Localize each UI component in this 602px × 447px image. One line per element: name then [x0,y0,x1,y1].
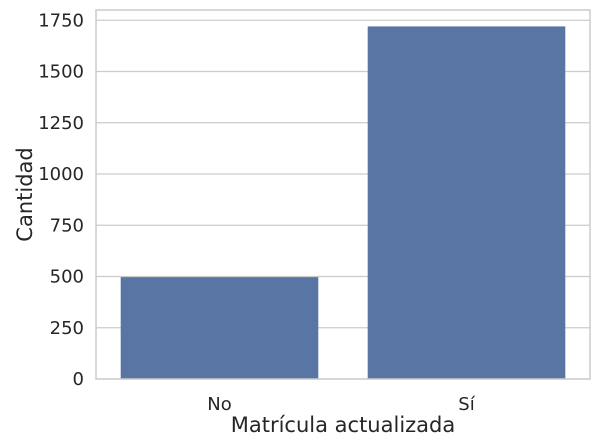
y-tick-label: 1750 [38,10,84,31]
x-axis-label: Matrícula actualizada [231,413,456,437]
y-tick-label: 1000 [38,164,84,185]
y-tick-label: 500 [50,267,84,288]
bar-no [120,277,319,379]
y-tick-label: 1500 [38,62,84,83]
x-tick-label: No [207,394,231,415]
x-tick-label: Sí [458,394,475,415]
bar-si [367,26,566,380]
bars [120,26,566,380]
y-tick-label: 250 [50,318,84,339]
y-tick-labels: 0 250 500 750 1000 1250 1500 1750 [38,10,84,390]
plot-frame [95,9,591,380]
y-tick-label: 1250 [38,113,84,134]
y-axis-label: Cantidad [13,147,37,241]
y-tick-label: 750 [50,215,84,236]
y-tick-label: 0 [73,369,84,390]
x-tick-labels: No Sí [207,394,475,415]
